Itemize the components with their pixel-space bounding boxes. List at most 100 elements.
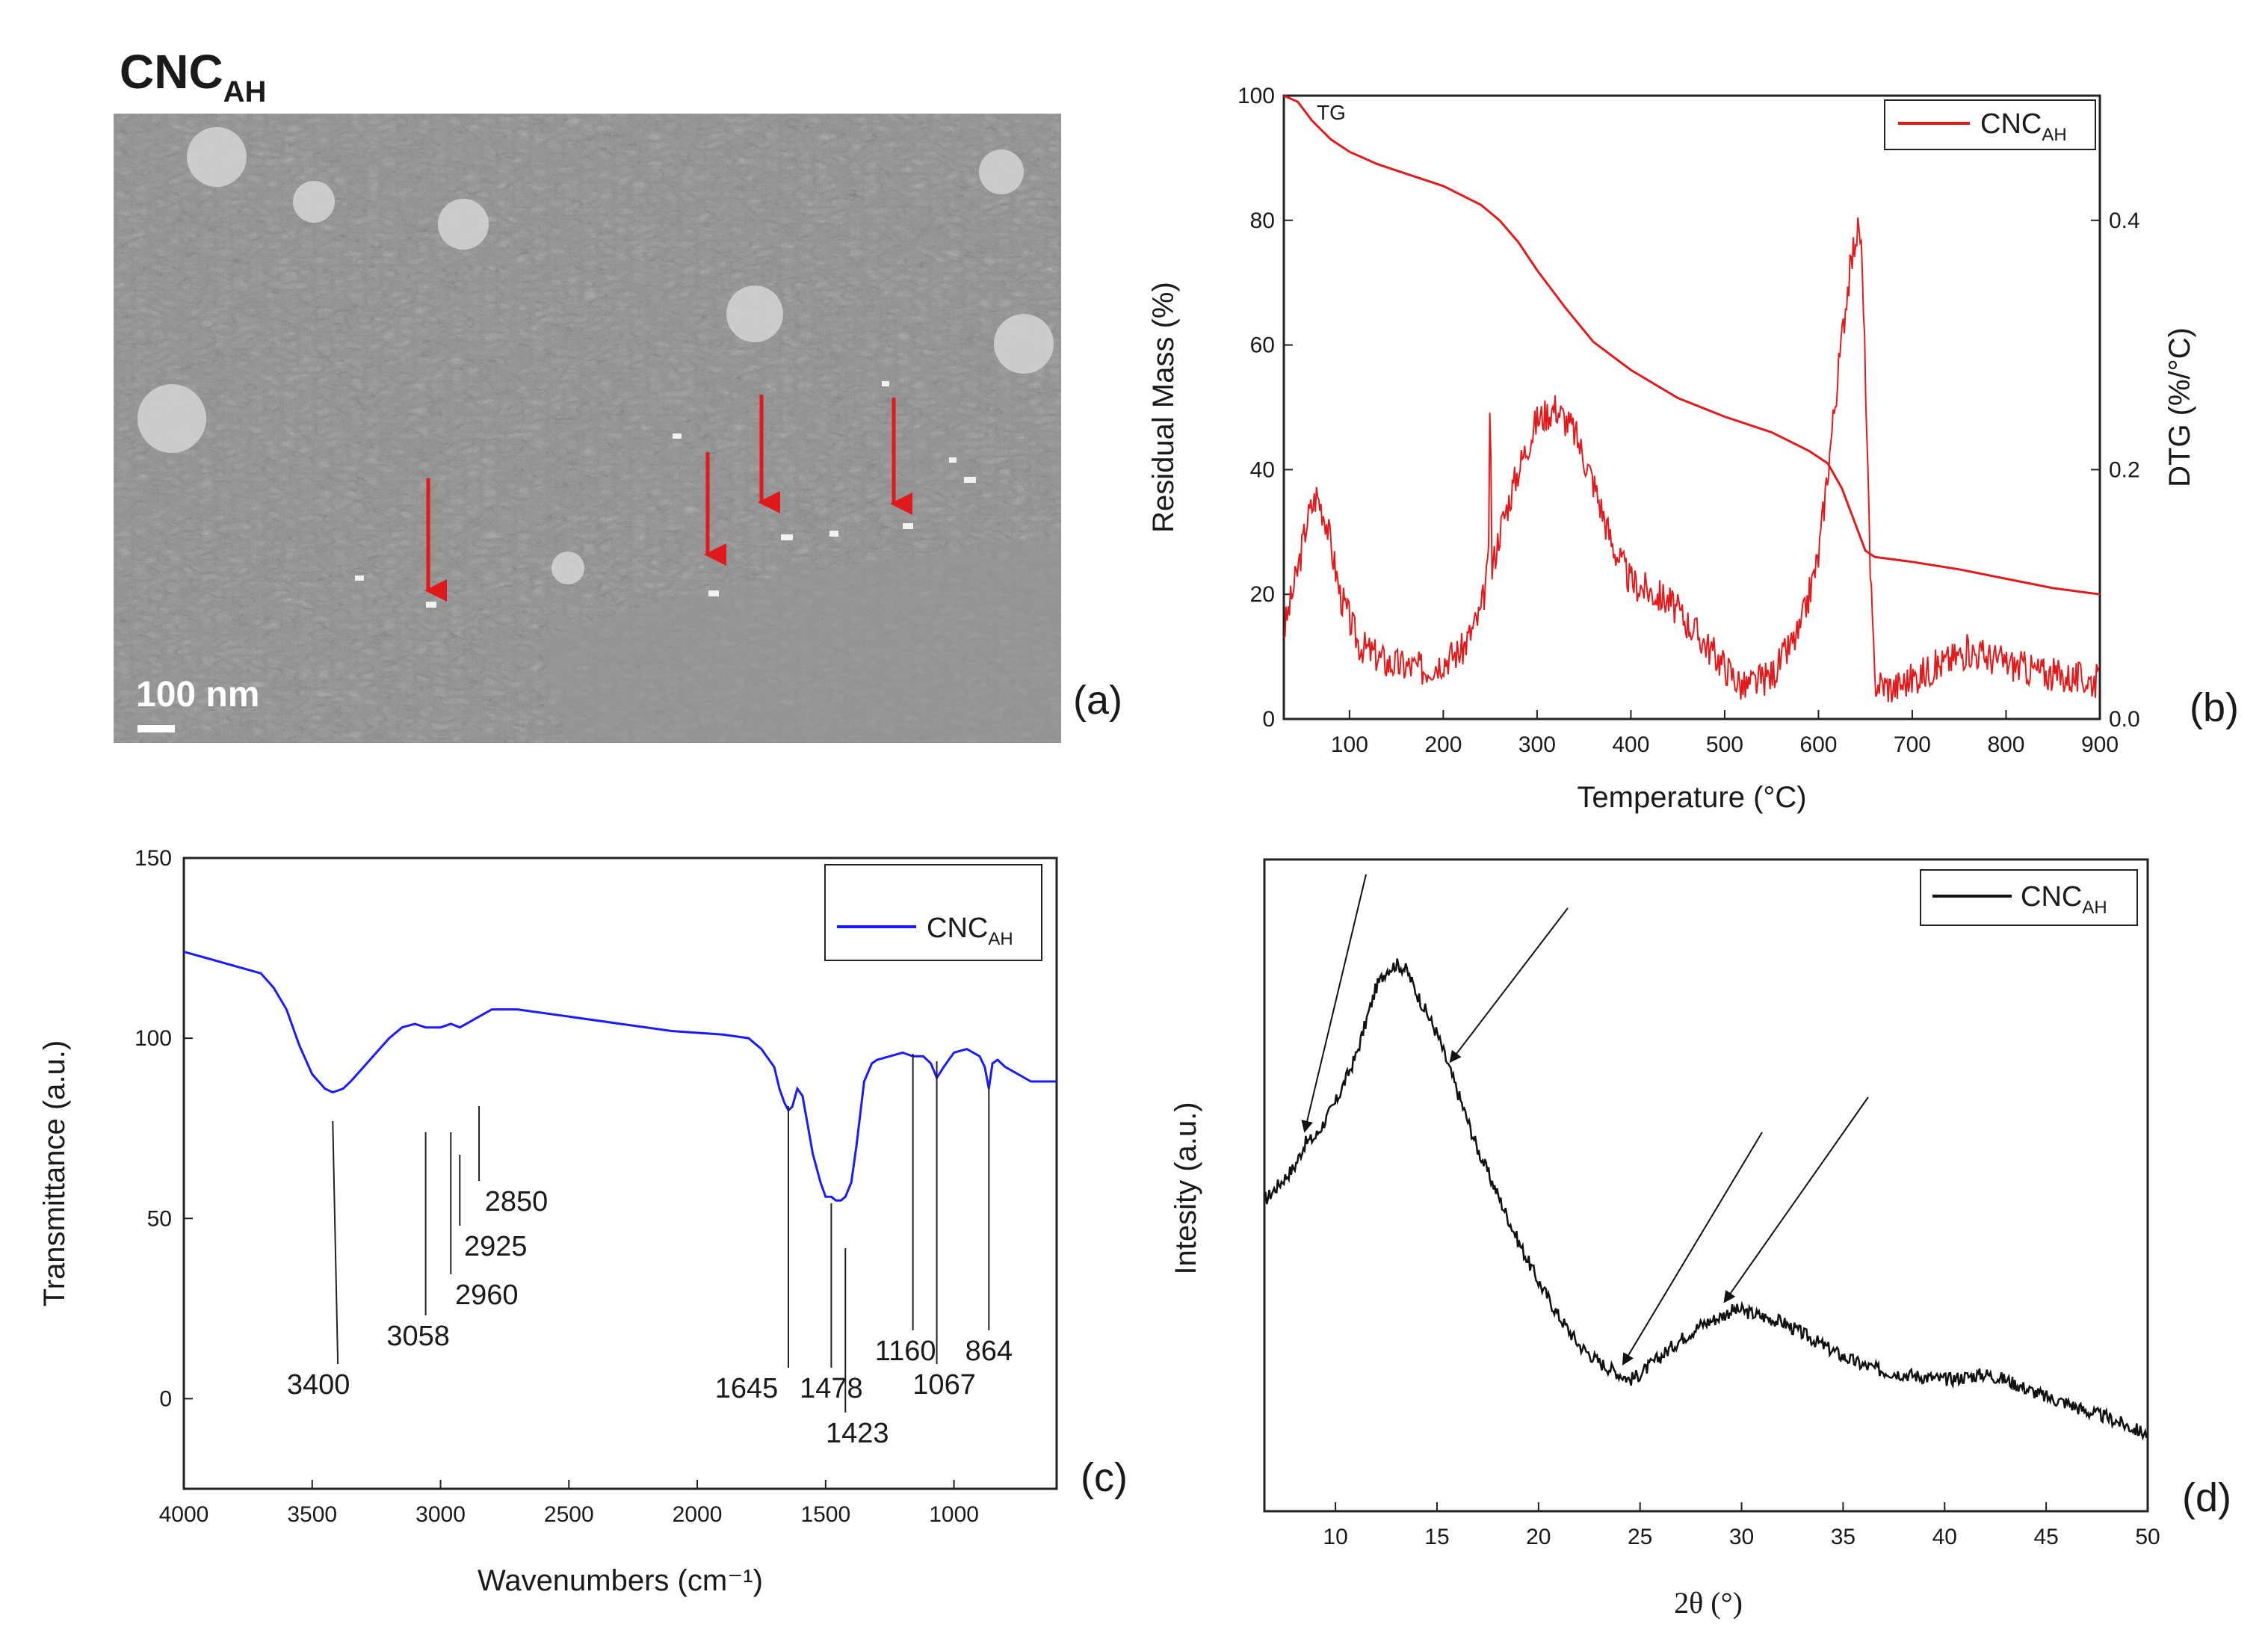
chart-d-legend-name: CNC: [2021, 881, 2082, 913]
chart-b-xtick-label: 500: [1706, 732, 1743, 757]
chart-b-xtick-label: 900: [2081, 732, 2119, 757]
panel-d-label: (d): [2182, 1475, 2231, 1520]
chart-c-xtick-label: 3000: [415, 1502, 466, 1527]
chart-c-peak-label: 1423: [826, 1418, 889, 1449]
chart-d-legend: CNCAH: [1920, 869, 2138, 926]
chart-c-peak-label: 1067: [912, 1369, 976, 1401]
chart-d-line: [1263, 958, 2148, 1441]
chart-c-peak-label: 2850: [485, 1186, 549, 1217]
chart-d-xtick-label: 25: [1628, 1525, 1652, 1549]
svg-text:CNCAH: CNCAH: [2021, 881, 2107, 918]
panel-a-title-sub: AH: [223, 75, 267, 108]
chart-b-y2tick-label: 0.0: [2109, 707, 2140, 732]
chart-b-xtick-label: 800: [1987, 732, 2024, 757]
chart-b-ytick-label: 0: [1262, 707, 1275, 732]
panel-b-label: (b): [2190, 685, 2239, 730]
chart-b-ytick-label: 100: [1237, 84, 1275, 108]
scale-bar-label: 100 nm: [136, 675, 259, 714]
chart-b-xtick-label: 100: [1331, 732, 1368, 757]
svg-text:CNCAH: CNCAH: [927, 913, 1013, 949]
chart-b-xtick-label: 700: [1894, 732, 1931, 757]
chart-c-marks: 4000 3500 3000 2500 2000 1500 1000 0 50 100 150 340…: [135, 846, 1057, 1527]
chart-b-ytick-label: 80: [1250, 209, 1275, 233]
chart-d-marks: 10 15 20 25 30 35 40 45 50: [1263, 874, 2160, 1549]
chart-d-ylabel: Intesity (a.u.): [1169, 1102, 1202, 1274]
chart-b-y2tick-label: 0.2: [2109, 457, 2140, 482]
chart-c-legend: CNCAH: [824, 864, 1042, 961]
chart-d-arrow: [1301, 874, 1367, 1133]
chart-c-xtick-label: 3500: [287, 1502, 337, 1527]
chart-d-xtick-label: 45: [2033, 1525, 2058, 1549]
chart-c-peak-label: 864: [965, 1336, 1013, 1367]
chart-d-legend-sub: AH: [2082, 898, 2107, 918]
chart-d-frame: [1263, 858, 2149, 1513]
chart-b-xtick-label: 400: [1612, 732, 1649, 757]
svg-text:CNCAH: CNCAH: [1980, 108, 2067, 145]
chart-b-ytick-label: 60: [1250, 333, 1275, 358]
chart-b-xtick-label: 300: [1518, 732, 1556, 757]
chart-c-xtick-label: 2500: [544, 1502, 594, 1527]
chart-d-arrow: [1449, 907, 1569, 1064]
chart-b-tg-line: [1283, 94, 2101, 596]
chart-c-peak-label: 3400: [287, 1369, 350, 1401]
chart-c-xtick-label: 2000: [673, 1502, 723, 1527]
chart-b-legend: CNCAH: [1884, 99, 2096, 150]
chart-c-xtick-label: 4000: [159, 1502, 209, 1527]
chart-c-ytick-label: 0: [159, 1386, 172, 1411]
chart-b-xtick-label: 600: [1799, 732, 1837, 757]
panel-c-label: (c): [1081, 1455, 1128, 1500]
panel-a-label: (a): [1073, 678, 1122, 723]
chart-c-peak-label: 1645: [715, 1373, 779, 1404]
chart-d-xtick-label: 15: [1424, 1525, 1449, 1549]
chart-b-ytick-label: 20: [1250, 582, 1275, 607]
chart-b-xtick-label: 200: [1424, 732, 1462, 757]
panel-a-title-main: CNC: [120, 45, 223, 99]
scale-bar: [137, 725, 175, 732]
chart-b-y2tick-label: 0.4: [2109, 209, 2140, 233]
chart-c-peak-leader: [332, 1120, 339, 1365]
chart-d-xlabel: 2θ (°): [1674, 1586, 1743, 1620]
chart-b-ytick-label: 40: [1250, 457, 1275, 482]
chart-d-xtick-label: 50: [2135, 1525, 2160, 1549]
chart-d-arrow: [1723, 1096, 1869, 1303]
chart-c-ytick-label: 50: [147, 1206, 172, 1231]
chart-b-legend-sub: AH: [2042, 125, 2066, 145]
chart-b-legend-name: CNC: [1980, 108, 2042, 140]
chart-d-xtick-label: 20: [1526, 1525, 1551, 1549]
chart-b-frame: [1282, 94, 2101, 720]
chart-c-xlabel: Wavenumbers (cm⁻¹): [478, 1564, 763, 1597]
panel-a: CNCAH: [114, 45, 1122, 743]
panel-a-title: CNCAH: [120, 45, 266, 108]
panel-c: 4000 3500 3000 2500 2000 1500 1000 0 50 100 150 340…: [38, 846, 1128, 1597]
chart-b-annotation: TG: [1317, 101, 1346, 124]
panel-d: 10 15 20 25 30 35 40 45 50 2θ (°) Intesity (a.u.…: [1169, 858, 2231, 1620]
chart-c-frame: [182, 857, 1058, 1490]
chart-c-peak-label: 3058: [386, 1321, 450, 1352]
chart-c-legend-sub: AH: [988, 929, 1013, 949]
chart-c-ytick-label: 100: [135, 1026, 172, 1051]
chart-d-xtick-label: 10: [1323, 1525, 1347, 1549]
chart-c-peak-label: 2925: [464, 1231, 528, 1262]
chart-b-dtg-line: [1283, 217, 2100, 703]
chart-c-ytick-label: 150: [135, 846, 172, 871]
chart-d-xtick-label: 30: [1729, 1525, 1754, 1549]
chart-b-xlabel: Temperature (°C): [1577, 781, 1806, 814]
chart-d-xtick-label: 40: [1932, 1525, 1957, 1549]
chart-c-peak-label: 1478: [800, 1373, 863, 1404]
chart-b-marks: 100 200 300 400 500 600 700 800 900 0 20 40 60 80 100 0…: [1237, 84, 2140, 757]
chart-b-y2label: DTG (%/°C): [2163, 327, 2196, 487]
chart-c-line: [183, 950, 1057, 1202]
chart-d-arrow: [1622, 1132, 1763, 1365]
panel-b: 100 200 300 400 500 600 700 800 900 0 20 40 60 80 100 0…: [1147, 84, 2239, 814]
chart-c-xtick-label: 1500: [800, 1502, 850, 1527]
chart-c-ylabel: Transmittance (a.u.): [38, 1040, 71, 1306]
chart-c-xtick-label: 1000: [929, 1502, 979, 1527]
chart-c-peak-label: 2960: [455, 1280, 519, 1311]
chart-b-ylabel: Residual Mass (%): [1147, 282, 1180, 533]
sem-image: 100 nm: [114, 114, 1061, 743]
chart-c-legend-name: CNC: [927, 913, 988, 944]
sem-arrows: [424, 395, 912, 602]
chart-d-xtick-label: 35: [1831, 1525, 1856, 1549]
chart-c-peak-label: 1160: [875, 1336, 936, 1367]
